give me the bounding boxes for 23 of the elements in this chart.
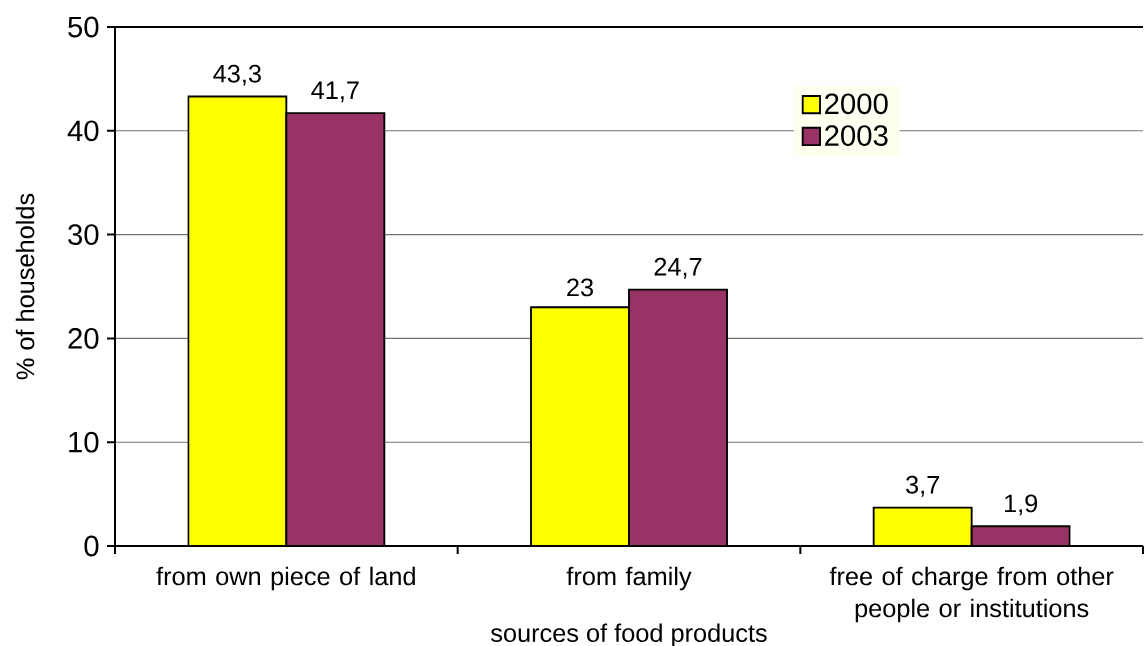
x-tick-label: free of charge from other people or institutions (829, 566, 1114, 623)
bar (629, 289, 728, 546)
y-tick-label: 40 (67, 120, 99, 142)
y-tick-label: 50 (68, 16, 99, 38)
bar (872, 506, 973, 546)
data-label: 43,3 (213, 64, 261, 86)
y-tick-label: 0 (84, 535, 99, 557)
legend-label: 2003 (825, 125, 888, 146)
y-tick-label: 10 (69, 431, 99, 453)
data-label: 1,9 (1004, 494, 1038, 516)
y-tick-label: 30 (68, 224, 99, 245)
x-tick-label: from family (566, 566, 692, 591)
data-label: 41,7 (311, 81, 359, 103)
bar (286, 113, 385, 546)
data-label: 24,7 (654, 257, 702, 279)
bar (188, 96, 287, 546)
data-label: 23 (567, 278, 593, 297)
y-axis-title: % of households (15, 193, 35, 380)
legend-label: 2000 (825, 93, 888, 115)
x-tick-label: from own piece of land (156, 566, 415, 591)
y-tick-label: 20 (68, 328, 99, 349)
bar (531, 307, 630, 546)
data-label: 3,7 (906, 475, 940, 497)
